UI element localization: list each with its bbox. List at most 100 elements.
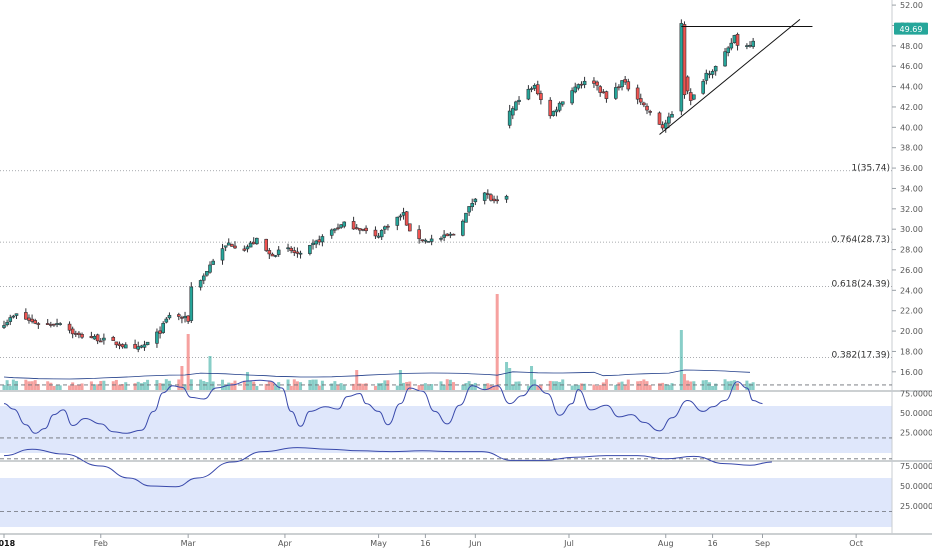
candle-body — [361, 229, 365, 231]
volume-bar — [530, 366, 534, 390]
volume-bar — [208, 356, 212, 390]
volume-bar — [514, 381, 518, 390]
volume-bar — [77, 384, 81, 390]
candle-body — [267, 250, 272, 255]
candle-body — [514, 101, 518, 111]
candle-body — [161, 323, 165, 333]
volume-bar — [74, 385, 78, 390]
volume-bar — [55, 385, 59, 390]
candle-body — [604, 91, 609, 99]
candle-body — [660, 124, 665, 129]
volume-bar — [255, 385, 259, 390]
volume-bar — [464, 383, 468, 390]
time-tick-label: Jun — [468, 539, 482, 548]
volume-bar — [736, 383, 740, 390]
volume-bar — [579, 383, 583, 390]
volume-bar — [430, 384, 434, 390]
time-tick-label: Mar — [181, 539, 197, 548]
volume-bar — [576, 384, 580, 390]
osc1-axis-label: 50.0000 — [900, 409, 932, 418]
candle-body — [507, 110, 512, 126]
volume-bar — [274, 385, 278, 390]
volume-bar — [164, 379, 168, 390]
candle-body — [136, 346, 141, 350]
volume-bar — [336, 385, 340, 390]
volume-bar — [2, 385, 6, 390]
time-tick-label: May — [370, 539, 387, 548]
candle-body — [613, 87, 618, 99]
volume-bar — [71, 382, 75, 390]
volume-bar — [99, 380, 103, 390]
volume-bar — [617, 382, 621, 390]
volume-bar — [49, 382, 53, 390]
volume-bar — [670, 383, 674, 390]
candle-body — [92, 336, 97, 340]
fib-label-0: 1(35.74) — [851, 164, 890, 174]
volume-bar — [358, 383, 362, 390]
candle-body — [373, 229, 378, 237]
candle-body — [117, 343, 122, 346]
volume-bar — [330, 383, 334, 390]
candle-body — [376, 235, 381, 238]
time-tick-label: Sep — [755, 539, 770, 548]
volume-bar — [58, 385, 62, 390]
candle-body — [532, 85, 537, 89]
fib-label-2: 0.618(24.39) — [831, 279, 890, 289]
candle-body — [426, 241, 431, 243]
fib-label-3: 0.382(17.39) — [831, 351, 890, 361]
candle-body — [595, 81, 599, 86]
price-tick-label: 30.00 — [900, 225, 923, 234]
volume-bar — [161, 383, 165, 390]
volume-bar — [124, 382, 128, 390]
price-tick-label: 46.00 — [900, 62, 923, 71]
candle-body — [220, 248, 225, 261]
candle-body — [8, 317, 13, 322]
candle-body — [264, 238, 269, 251]
volume-bar — [186, 334, 190, 390]
volume-bar — [355, 370, 359, 390]
candle-body — [11, 315, 16, 318]
candle-body — [663, 122, 668, 129]
volume-bar — [402, 382, 406, 390]
time-tick-label: Oct — [849, 539, 863, 548]
volume-bar — [96, 384, 100, 390]
time-tick-label: 16 — [707, 539, 717, 548]
candle-body — [36, 323, 41, 325]
price-tick-label: 42.00 — [900, 103, 923, 112]
candle-body — [139, 345, 144, 348]
volume-bar — [601, 382, 605, 390]
volume-bar — [645, 381, 649, 390]
volume-bar — [483, 383, 487, 390]
volume-bar — [114, 379, 118, 390]
candle-body — [601, 91, 606, 94]
candle-body — [339, 224, 343, 228]
volume-bar — [183, 384, 187, 390]
volume-bar — [89, 381, 93, 390]
volume-bar — [592, 384, 596, 390]
candle-body — [723, 51, 727, 67]
volume-bar — [511, 384, 515, 390]
volume-bar — [224, 384, 228, 390]
candle-body — [155, 331, 159, 344]
time-axis: 2018 Feb Mar Apr May 16 Jun Jul Aug 16 Sep Oct — [0, 534, 863, 548]
volume-bar — [11, 379, 15, 390]
price-tick-label: 36.00 — [900, 164, 923, 173]
volume-bar — [52, 385, 56, 390]
volume-bar — [133, 383, 137, 390]
volume-bar — [623, 385, 627, 390]
volume-bar — [361, 383, 365, 390]
candle-body — [308, 245, 312, 254]
volume-bar — [289, 385, 293, 390]
candle-body — [623, 79, 627, 83]
volume-bar — [320, 380, 324, 390]
candle-body — [89, 336, 94, 339]
volume-bar — [295, 381, 299, 390]
candle-body — [49, 324, 53, 326]
volume-bar — [383, 380, 387, 390]
osc2-axis-label: 50.0000 — [900, 482, 932, 491]
volume-bar — [707, 382, 711, 390]
volume-bar — [221, 379, 224, 390]
candle-body — [30, 318, 34, 322]
